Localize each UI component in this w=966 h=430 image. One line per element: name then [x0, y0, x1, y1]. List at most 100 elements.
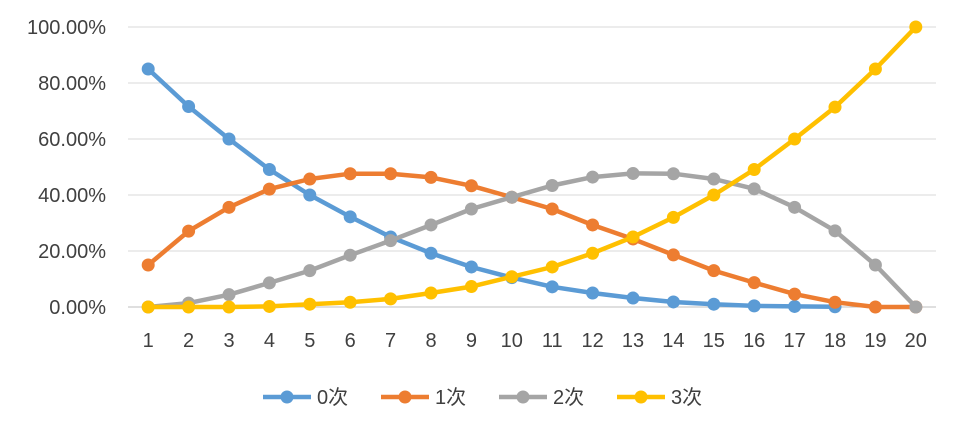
legend-label: 2次 [553, 386, 584, 409]
data-point [262, 182, 276, 196]
data-point [828, 295, 842, 309]
y-tick-label: 0.00% [49, 297, 106, 319]
legend-marker [280, 390, 294, 404]
data-point [626, 291, 640, 305]
data-point [141, 258, 155, 272]
legend-label: 0次 [317, 386, 348, 409]
data-point [788, 299, 802, 313]
series-line [145, 24, 919, 310]
x-tick-label: 1 [143, 330, 154, 352]
x-tick-label: 9 [466, 330, 477, 352]
x-tick-label: 19 [864, 330, 886, 352]
data-point [868, 62, 882, 76]
data-point [586, 286, 600, 300]
data-point [222, 288, 236, 302]
data-point [343, 167, 357, 181]
x-tick-label: 2 [183, 330, 194, 352]
y-tick-label: 20.00% [38, 241, 106, 263]
data-point [182, 100, 196, 114]
series-line [145, 171, 919, 310]
data-point [707, 264, 721, 278]
legend-label: 3次 [671, 386, 702, 409]
x-tick-label: 14 [662, 330, 684, 352]
series-line [145, 171, 919, 310]
series-line [145, 66, 838, 309]
data-point [828, 100, 842, 114]
data-point [666, 248, 680, 262]
data-point [303, 188, 317, 202]
data-point [424, 218, 438, 232]
data-point [424, 246, 438, 260]
legend-marker [398, 390, 412, 404]
data-point [788, 200, 802, 214]
data-point [666, 167, 680, 181]
legend-marker [634, 390, 648, 404]
legend-item: 1次 [381, 386, 466, 409]
x-tick-label: 13 [622, 330, 644, 352]
data-point [868, 258, 882, 272]
data-point [626, 166, 640, 180]
x-tick-label: 17 [783, 330, 805, 352]
data-point [343, 248, 357, 262]
data-point [505, 270, 519, 284]
data-point [545, 260, 559, 274]
x-tick-label: 8 [425, 330, 436, 352]
y-axis: 0.00% 20.00% 40.00% 60.00% 80.00% 100.00% [27, 17, 106, 319]
data-point [788, 132, 802, 146]
data-point [747, 299, 761, 313]
data-point [666, 295, 680, 309]
x-tick-label: 15 [703, 330, 725, 352]
data-point [303, 297, 317, 311]
data-point [182, 224, 196, 238]
x-axis: 1 2 3 4 5 6 7 8 9 10 11 12 13 14 15 16 17 18 19 20 [143, 330, 927, 352]
data-point [747, 182, 761, 196]
data-point [909, 20, 923, 34]
data-point [545, 178, 559, 192]
data-point [707, 297, 721, 311]
data-point [343, 210, 357, 224]
data-point [384, 234, 398, 248]
data-point [141, 300, 155, 314]
data-point [868, 300, 882, 314]
data-point [222, 200, 236, 214]
y-tick-label: 100.00% [27, 17, 106, 39]
data-point [384, 167, 398, 181]
x-tick-label: 16 [743, 330, 765, 352]
x-tick-label: 6 [345, 330, 356, 352]
data-point [586, 218, 600, 232]
data-point [222, 300, 236, 314]
y-tick-label: 40.00% [38, 185, 106, 207]
legend-item: 2次 [499, 386, 584, 409]
data-point [788, 287, 802, 301]
data-point [586, 246, 600, 260]
data-point [384, 292, 398, 306]
x-tick-label: 7 [385, 330, 396, 352]
data-point [464, 280, 478, 294]
data-point [303, 172, 317, 186]
y-tick-label: 60.00% [38, 129, 106, 151]
data-point [424, 286, 438, 300]
x-tick-label: 10 [501, 330, 523, 352]
data-point [343, 295, 357, 309]
data-point [262, 163, 276, 177]
data-point [222, 132, 236, 146]
data-point [626, 230, 640, 244]
x-tick-label: 3 [223, 330, 234, 352]
legend-label: 1次 [435, 386, 466, 409]
data-point [666, 210, 680, 224]
x-tick-label: 18 [824, 330, 846, 352]
x-tick-label: 5 [304, 330, 315, 352]
x-tick-label: 12 [581, 330, 603, 352]
data-point [909, 300, 923, 314]
data-point [303, 264, 317, 278]
series-lines [141, 20, 923, 314]
gridlines [128, 26, 936, 308]
x-tick-label: 4 [264, 330, 275, 352]
legend: 0次 1次 2次 3次 [263, 386, 702, 409]
data-point [828, 224, 842, 238]
legend-item: 0次 [263, 386, 348, 409]
data-point [707, 188, 721, 202]
data-point [464, 202, 478, 216]
